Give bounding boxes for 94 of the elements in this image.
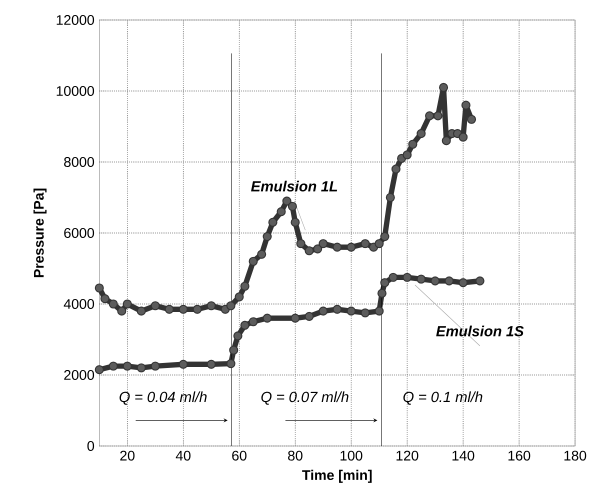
point: [296, 239, 306, 248]
point: [229, 346, 238, 355]
x-tick-label: 60: [232, 450, 246, 461]
point: [475, 276, 484, 286]
point: [360, 239, 370, 248]
point: [257, 250, 266, 259]
x-tick-label: 160: [508, 450, 530, 461]
point: [94, 365, 104, 374]
point: [408, 140, 418, 149]
annotation: Q = 0.04 ml/h: [120, 391, 207, 405]
point: [346, 306, 356, 316]
point: [290, 218, 300, 227]
x-tick-label: 20: [120, 450, 135, 461]
point: [391, 164, 400, 174]
point: [318, 306, 328, 316]
point: [206, 301, 216, 310]
point: [433, 111, 442, 120]
point: [304, 312, 314, 321]
point: [380, 232, 390, 242]
point: [304, 246, 314, 256]
point: [402, 150, 412, 160]
point: [416, 274, 426, 284]
point: [206, 360, 216, 369]
annotation: Q = 0.07 ml/h: [261, 391, 348, 405]
x-tick-label: 40: [176, 450, 191, 461]
point: [150, 301, 160, 310]
point: [233, 331, 242, 340]
point: [425, 111, 434, 120]
point: [380, 278, 390, 288]
point: [234, 292, 244, 302]
y-tick-label: 10000: [56, 86, 94, 96]
point: [136, 363, 146, 372]
point: [458, 132, 468, 142]
point: [402, 272, 412, 282]
point: [108, 299, 118, 309]
text: Emulsion 1S: [436, 326, 524, 336]
y-tick-label: 12000: [56, 15, 94, 25]
point: [226, 301, 236, 310]
point: [466, 114, 476, 124]
point: [164, 304, 174, 314]
point: [430, 276, 440, 286]
point: [262, 232, 272, 242]
point: [346, 242, 356, 252]
point: [458, 278, 468, 288]
point: [192, 304, 202, 314]
point: [248, 256, 258, 266]
point: [108, 362, 118, 371]
point: [332, 242, 342, 252]
y-axis-title: Pressure [Pa]: [33, 188, 47, 278]
point: [262, 314, 272, 323]
point: [136, 306, 146, 316]
point: [416, 129, 426, 138]
point: [442, 136, 451, 146]
point: [439, 82, 448, 92]
point: [117, 306, 126, 316]
x-tick-label: 140: [452, 450, 474, 461]
point: [178, 360, 188, 369]
x-tick-label: 100: [340, 450, 362, 461]
point: [100, 294, 110, 304]
point: [226, 359, 236, 368]
x-axis-title: Time [min]: [302, 470, 372, 483]
point: [332, 304, 342, 314]
point: [290, 314, 300, 323]
point: [122, 362, 132, 371]
x-tick-label: 180: [564, 450, 586, 461]
point: [288, 202, 297, 211]
point: [313, 244, 322, 254]
y-tick-label: 4000: [64, 299, 94, 309]
point: [268, 218, 278, 227]
x-tick-label: 80: [288, 450, 302, 461]
x-tick-label: 120: [396, 450, 418, 461]
point: [318, 239, 328, 248]
point: [276, 207, 286, 216]
point: [240, 282, 250, 291]
point: [360, 308, 370, 318]
point: [444, 276, 454, 286]
point: [122, 299, 132, 309]
point: [248, 317, 258, 326]
point: [461, 100, 470, 110]
y-tick-label: 8000: [64, 157, 94, 167]
y-tick-label: 6000: [64, 228, 94, 238]
annotation: Q = 0.1 ml/h: [403, 391, 482, 405]
point: [386, 192, 395, 202]
y-tick-label: 2000: [64, 370, 94, 380]
point: [377, 288, 387, 298]
point: [240, 320, 250, 330]
point: [150, 362, 160, 371]
point: [374, 239, 384, 248]
point: [388, 272, 398, 282]
point: [178, 304, 188, 314]
point: [94, 283, 104, 293]
y-tick-label: 0: [87, 441, 94, 451]
series-label: Emulsion 1L: [251, 180, 338, 192]
point: [374, 306, 384, 316]
